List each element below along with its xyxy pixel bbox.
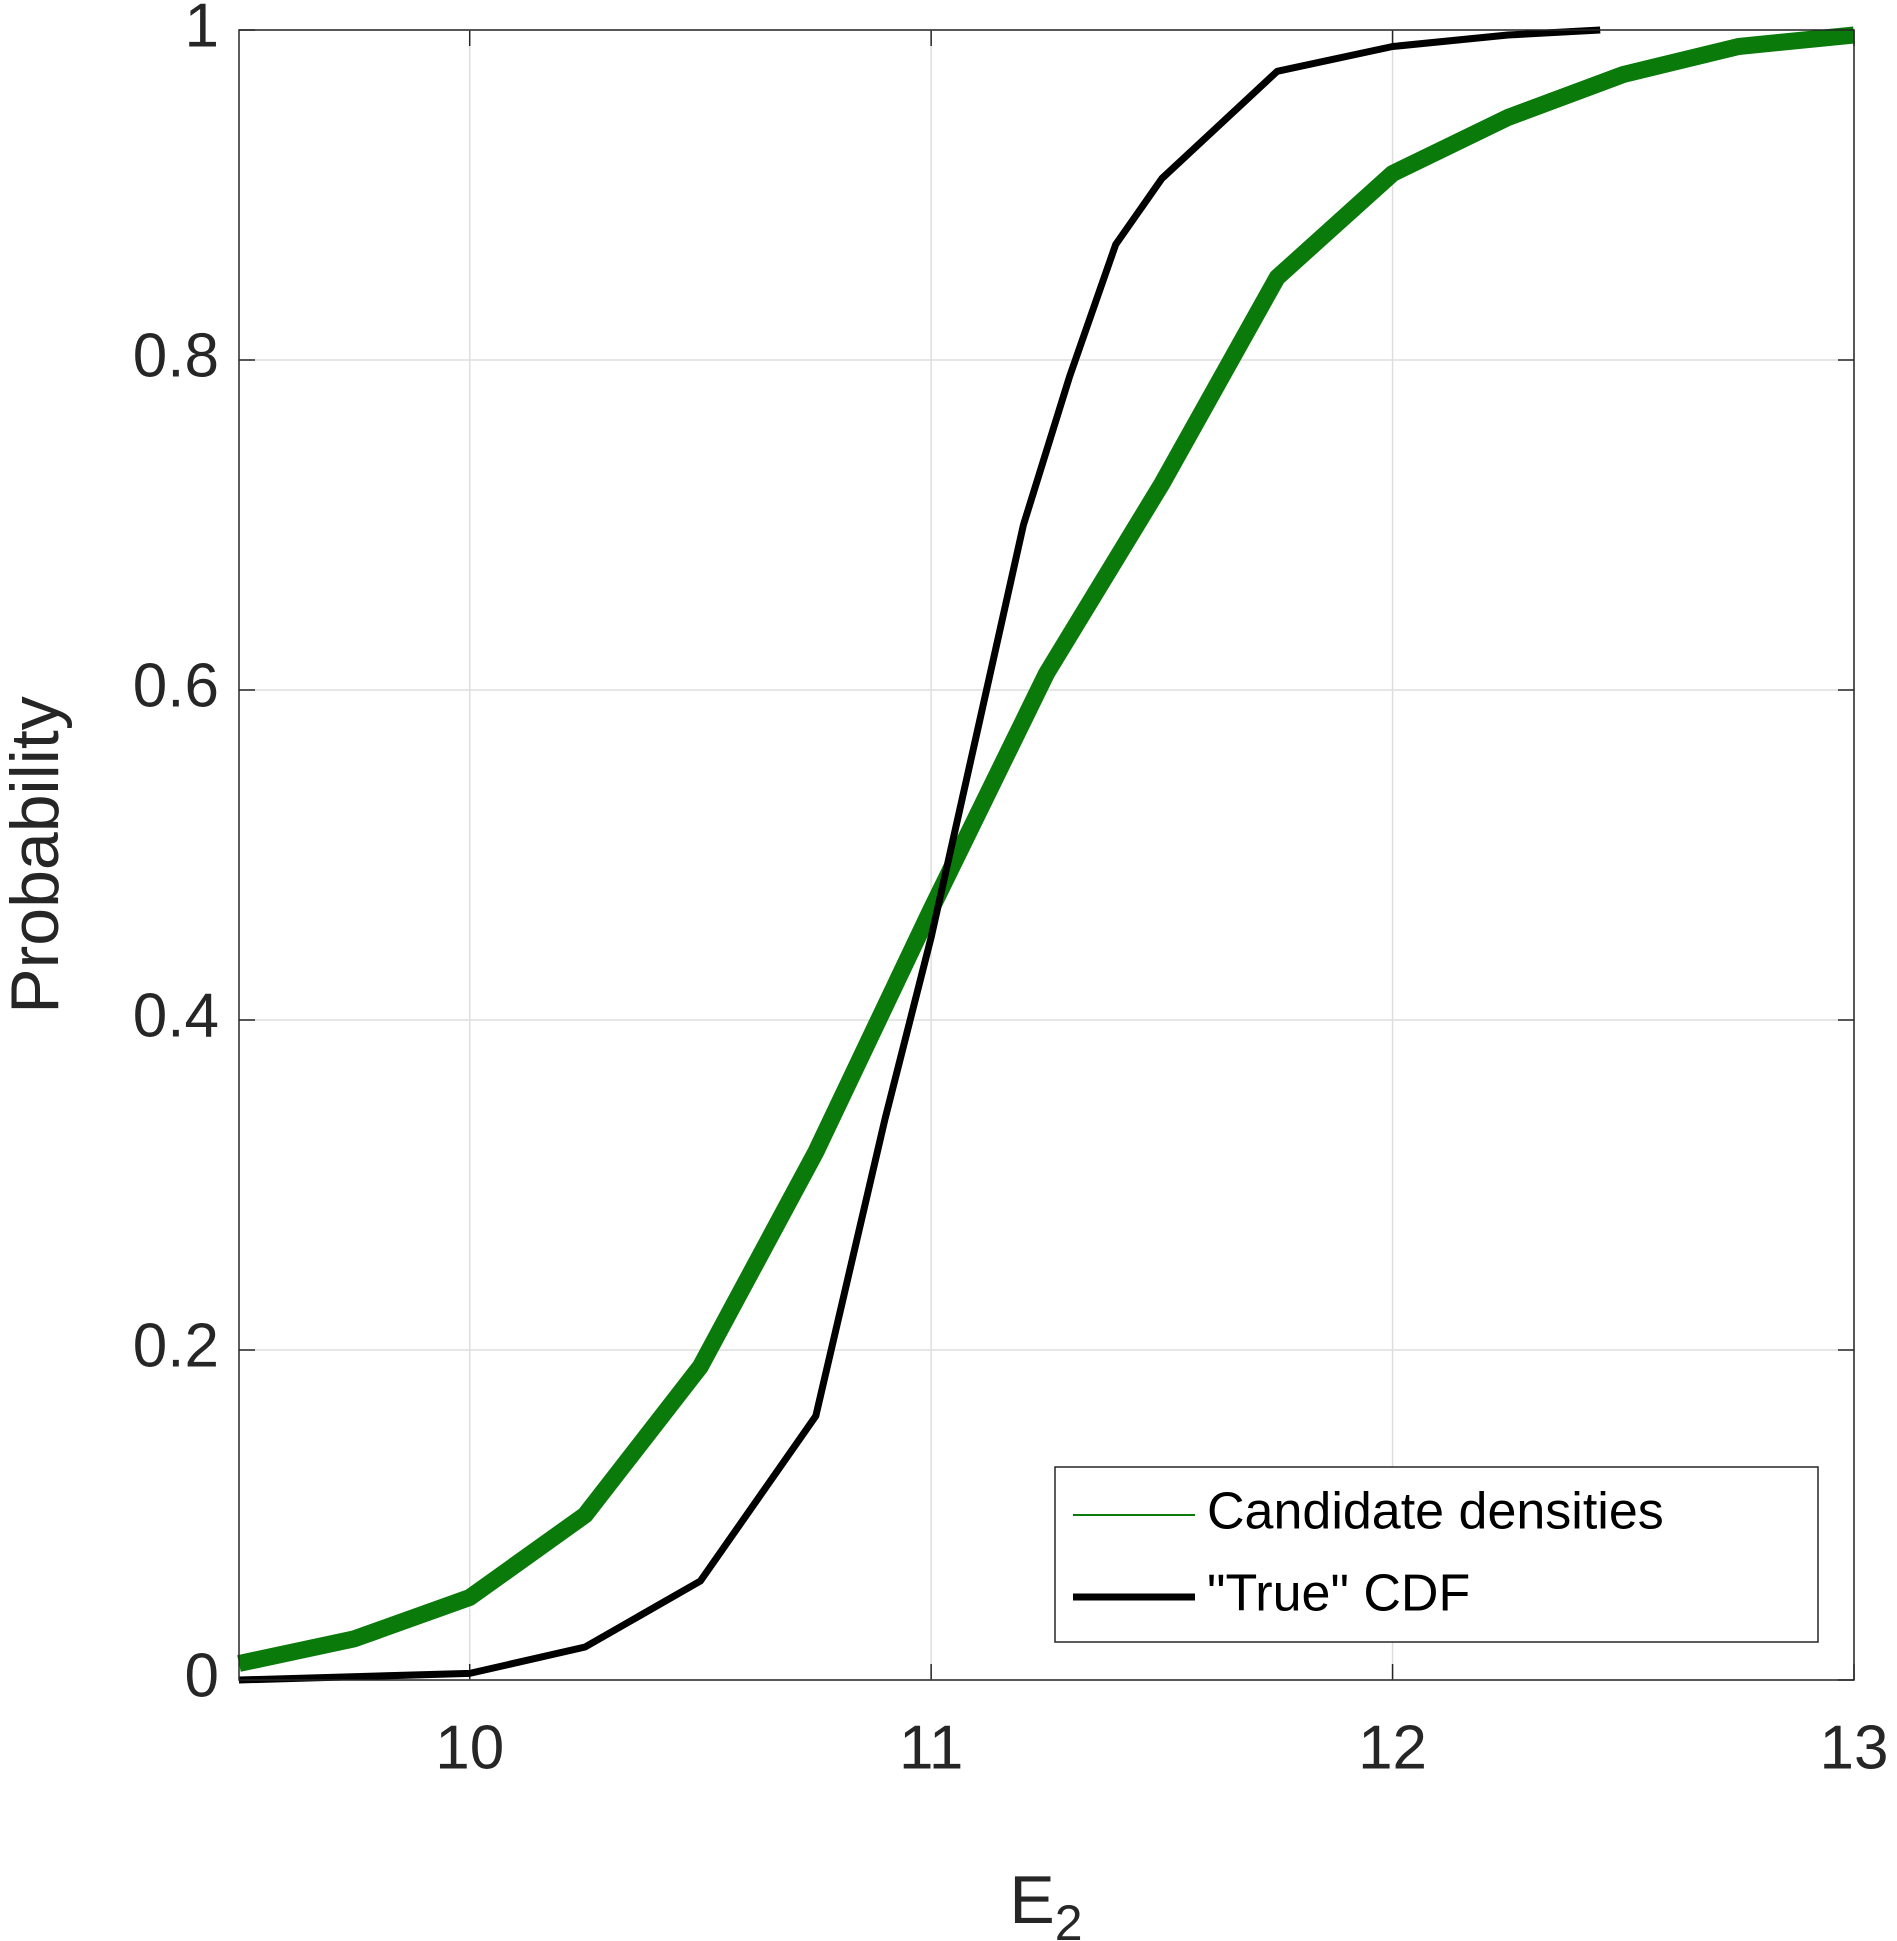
y-tick-label: 0.4 (133, 981, 219, 1050)
legend-box (1054, 1466, 1819, 1643)
legend-label: Candidate densities (1207, 1483, 1664, 1541)
x-label-main: E (1009, 1862, 1054, 1938)
y-tick-label: 1 (185, 0, 219, 60)
x-tick-label: 11 (899, 1713, 963, 1782)
series-line (237, 26, 1855, 1672)
y-tick-label: 0.6 (133, 651, 219, 720)
y-tick-label: 0.2 (133, 1311, 219, 1380)
y-tick-label: 0 (185, 1641, 219, 1710)
x-tick-label: 13 (1820, 1713, 1889, 1782)
series-line (238, 26, 1601, 1684)
x-label-subscript: 2 (1055, 1895, 1083, 1941)
plot-frame (238, 29, 1855, 1681)
x-tick-label: 12 (1358, 1713, 1427, 1782)
y-tick-label: 0.8 (133, 321, 219, 390)
x-tick-label: 10 (435, 1713, 504, 1782)
legend-label: "True" CDF (1207, 1565, 1470, 1623)
x-axis-label: E2 (1009, 1862, 1082, 1941)
y-axis-label: Probability (0, 696, 73, 1014)
